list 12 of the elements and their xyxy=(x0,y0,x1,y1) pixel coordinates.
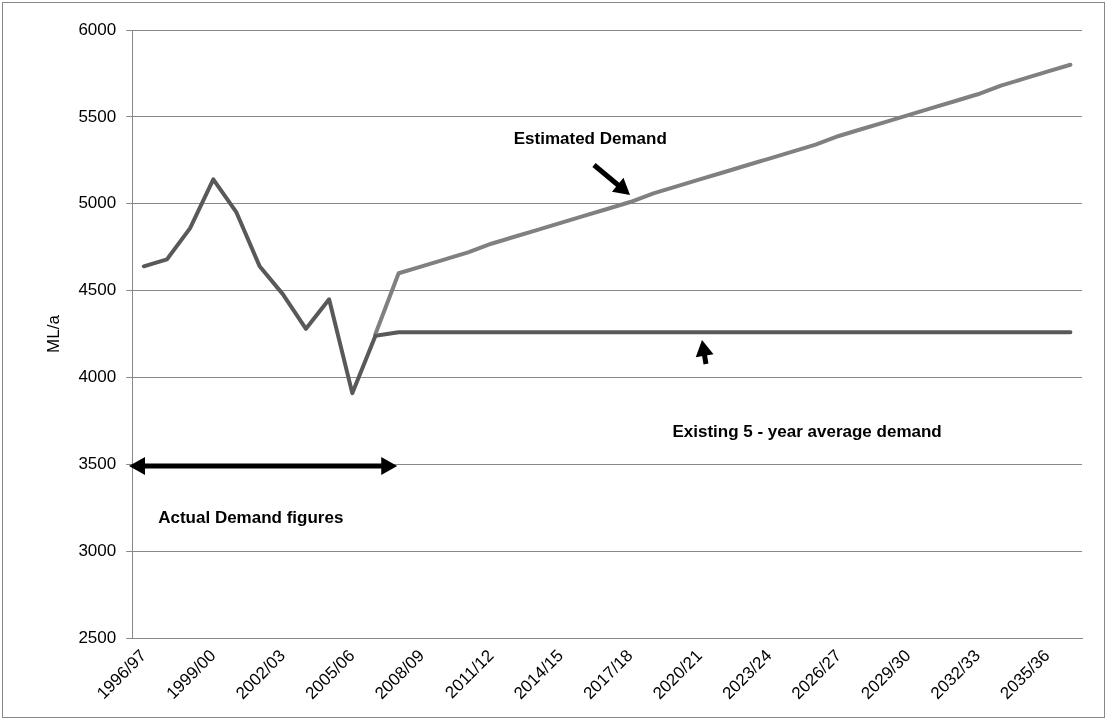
y-axis-title: ML/a xyxy=(43,314,63,353)
y-tick-label: 5000 xyxy=(78,193,117,213)
y-tick-label: 4500 xyxy=(78,280,117,300)
y-tick-label: 3000 xyxy=(78,540,117,560)
y-tick-label: 2500 xyxy=(78,627,117,647)
y-tick-label: 3500 xyxy=(78,454,117,474)
y-tick-label: 5500 xyxy=(78,106,117,126)
annotation: Estimated Demand xyxy=(513,128,667,149)
y-tick-label: 6000 xyxy=(78,19,117,39)
annotation: Actual Demand figures xyxy=(158,508,344,529)
y-tick-label: 4000 xyxy=(78,367,117,387)
annotation: Existing 5 - year average demand xyxy=(672,422,942,443)
